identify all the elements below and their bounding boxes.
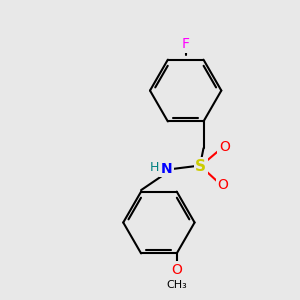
Text: O: O xyxy=(218,178,228,192)
Text: F: F xyxy=(182,38,190,52)
Text: O: O xyxy=(219,140,230,154)
Text: O: O xyxy=(171,263,182,277)
Text: H: H xyxy=(150,161,159,174)
Text: N: N xyxy=(160,162,172,176)
Text: CH₃: CH₃ xyxy=(167,280,187,290)
Text: S: S xyxy=(195,158,206,173)
